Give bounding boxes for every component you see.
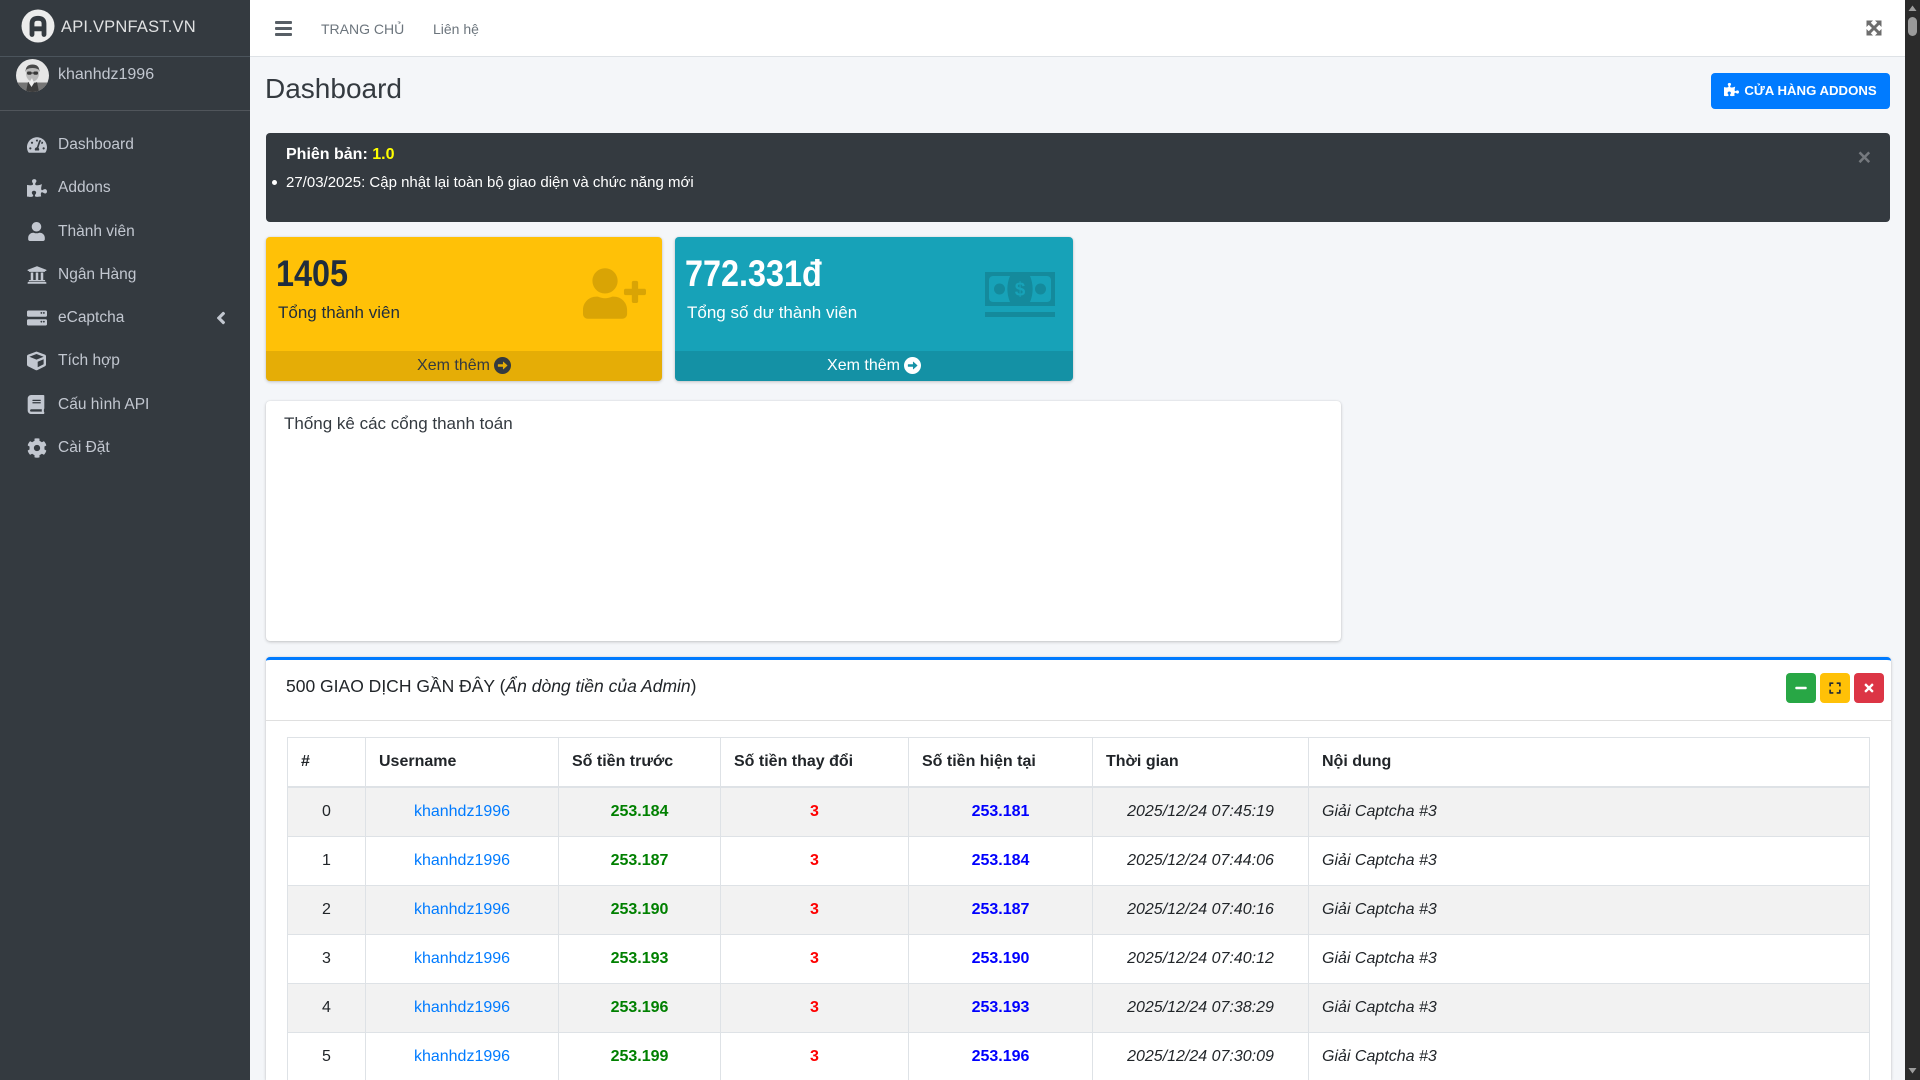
svg-text:$: $ xyxy=(1015,280,1026,301)
